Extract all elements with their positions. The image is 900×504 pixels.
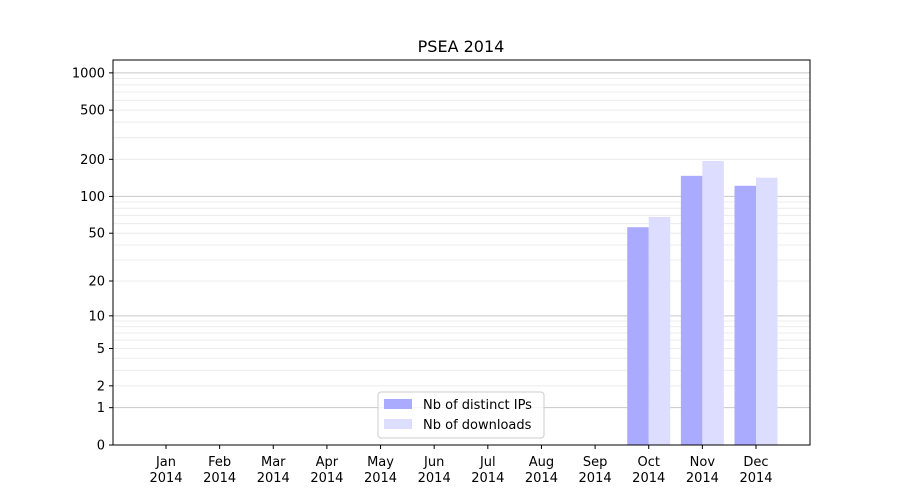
bar-distinct-ips bbox=[680, 175, 703, 445]
x-tick-label-year: 2014 bbox=[579, 471, 612, 486]
x-tick-label-year: 2014 bbox=[525, 471, 558, 486]
x-tick-label: Feb bbox=[208, 455, 231, 470]
bar-downloads bbox=[756, 177, 778, 445]
x-tick-label-year: 2014 bbox=[203, 471, 236, 486]
bar-distinct-ips bbox=[734, 185, 756, 446]
x-tick-label-year: 2014 bbox=[364, 471, 397, 486]
x-tick-label-year: 2014 bbox=[686, 471, 719, 486]
bar-distinct-ips bbox=[627, 227, 649, 445]
bar-downloads bbox=[702, 160, 724, 446]
x-tick-label-year: 2014 bbox=[257, 471, 290, 486]
x-tick-label: Sep bbox=[583, 455, 608, 470]
legend-swatch bbox=[384, 399, 412, 409]
bar-downloads bbox=[648, 216, 671, 445]
x-tick-label: Jul bbox=[479, 455, 496, 470]
y-tick-label: 100 bbox=[80, 190, 105, 205]
x-tick-label: Jan bbox=[155, 455, 176, 470]
y-tick-label: 500 bbox=[80, 104, 105, 119]
legend-swatch bbox=[384, 419, 412, 429]
x-tick-label-year: 2014 bbox=[310, 471, 343, 486]
bars bbox=[627, 160, 778, 446]
y-axis: 0 1 2 5 10 20 50 100 200 500 1000 bbox=[72, 66, 113, 454]
x-tick-label-year: 2014 bbox=[418, 471, 451, 486]
y-tick-label: 0 bbox=[97, 439, 105, 454]
y-tick-label: 5 bbox=[97, 342, 105, 357]
x-tick-label-year: 2014 bbox=[739, 471, 772, 486]
x-tick-label: May bbox=[367, 455, 394, 470]
x-tick-label: Jun bbox=[423, 455, 444, 470]
y-tick-label: 2 bbox=[97, 379, 105, 394]
legend: Nb of distinct IPs Nb of downloads bbox=[377, 391, 545, 439]
x-tick-label: Nov bbox=[690, 455, 716, 470]
y-tick-label: 20 bbox=[88, 275, 105, 290]
x-tick-label-year: 2014 bbox=[149, 471, 182, 486]
y-tick-label: 50 bbox=[88, 227, 105, 242]
x-tick-label: Aug bbox=[529, 455, 554, 470]
plot-frame bbox=[112, 59, 811, 446]
x-tick-label: Oct bbox=[637, 455, 659, 470]
legend-label: Nb of downloads bbox=[423, 418, 532, 433]
legend-label: Nb of distinct IPs bbox=[423, 398, 532, 413]
x-tick-label: Apr bbox=[316, 455, 339, 470]
y-tick-label: 200 bbox=[80, 153, 105, 168]
x-tick-label-year: 2014 bbox=[471, 471, 504, 486]
y-tick-label: 10 bbox=[88, 309, 105, 324]
y-tick-label: 1000 bbox=[72, 66, 105, 81]
x-tick-label: Mar bbox=[261, 455, 286, 470]
y-tick-label: 1 bbox=[97, 401, 105, 416]
x-axis: Jan2014Feb2014Mar2014Apr2014May2014Jun20… bbox=[149, 445, 773, 486]
x-tick-label-year: 2014 bbox=[632, 471, 665, 486]
x-tick-label: Dec bbox=[743, 455, 768, 470]
chart-title: PSEA 2014 bbox=[418, 37, 505, 56]
legend-box bbox=[377, 391, 545, 439]
